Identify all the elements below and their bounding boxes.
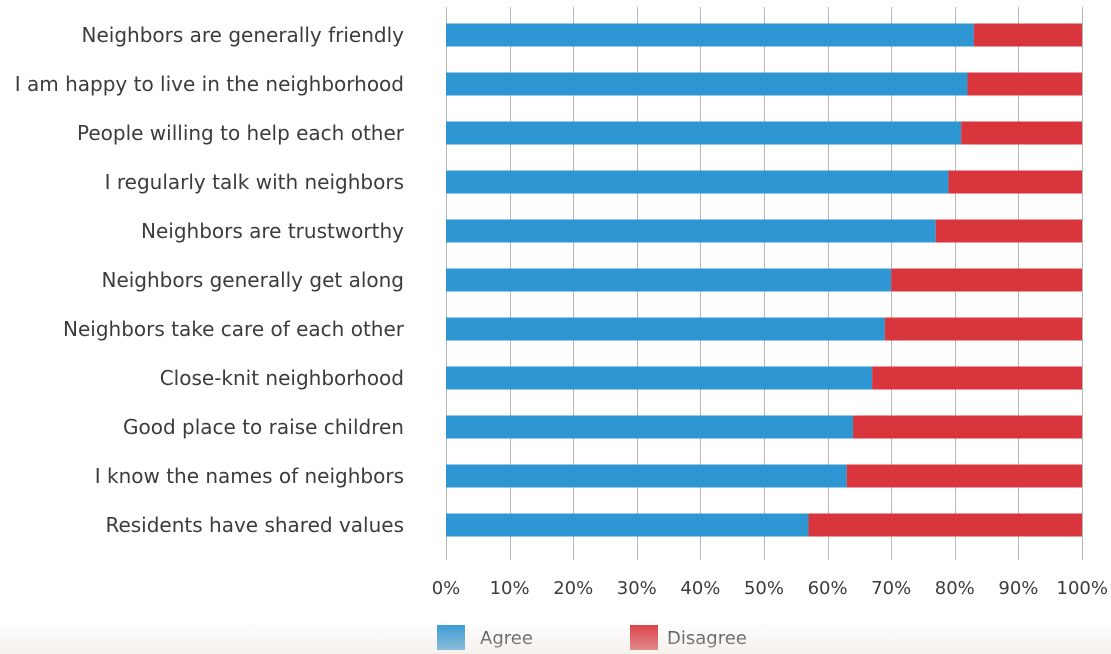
legend-label-disagree: Disagree: [667, 628, 747, 649]
bar-disagree: [973, 23, 1082, 47]
x-tick-label: 50%: [744, 578, 784, 599]
category-label: Neighbors generally get along: [101, 268, 404, 292]
bar-agree: [446, 268, 892, 292]
legend-label-agree: Agree: [480, 628, 533, 649]
bar-disagree: [884, 317, 1082, 341]
bar-agree: [446, 513, 809, 537]
bar-agree: [446, 170, 949, 194]
bar-agree: [446, 121, 962, 145]
bar-disagree: [961, 121, 1082, 145]
x-tick-label: 80%: [935, 578, 975, 599]
bar-agree: [446, 317, 885, 341]
x-axis-tick-labels: 0% 10% 20% 30% 40% 50% 60% 70% 80% 90% 100%: [432, 578, 1108, 599]
category-label: I am happy to live in the neighborhood: [15, 72, 404, 96]
x-tick-label: 70%: [871, 578, 911, 599]
category-label: I regularly talk with neighbors: [105, 170, 404, 194]
category-label: Close-knit neighborhood: [160, 366, 404, 390]
x-tick-label: 20%: [553, 578, 593, 599]
category-label: Residents have shared values: [105, 513, 404, 537]
legend-item-agree: Agree: [437, 625, 533, 650]
category-labels: Neighbors are generally friendly I am hap…: [15, 23, 405, 537]
x-tick-label: 10%: [490, 578, 530, 599]
bar-agree: [446, 219, 936, 243]
x-tick-label: 0%: [432, 578, 461, 599]
bar-agree: [446, 464, 847, 488]
bar-agree: [446, 415, 854, 439]
legend-swatch-disagree: [630, 625, 658, 650]
category-label: Good place to raise children: [123, 415, 404, 439]
category-label: Neighbors are generally friendly: [82, 23, 405, 47]
bar-disagree: [935, 219, 1082, 243]
bar-disagree: [967, 72, 1082, 96]
category-label: I know the names of neighbors: [95, 464, 404, 488]
bars: [446, 23, 1082, 537]
category-label: People willing to help each other: [77, 121, 405, 145]
x-tick-label: 30%: [617, 578, 657, 599]
legend-swatch-agree: [437, 625, 465, 650]
bar-agree: [446, 366, 873, 390]
bar-agree: [446, 23, 974, 47]
x-tick-label: 40%: [680, 578, 720, 599]
bar-disagree: [948, 170, 1082, 194]
bar-disagree: [808, 513, 1082, 537]
category-label: Neighbors are trustworthy: [141, 219, 404, 243]
x-tick-label: 90%: [998, 578, 1038, 599]
legend-item-disagree: Disagree: [630, 625, 747, 650]
bar-disagree: [872, 366, 1082, 390]
category-label: Neighbors take care of each other: [63, 317, 405, 341]
bar-agree: [446, 72, 968, 96]
bar-disagree: [853, 415, 1082, 439]
x-tick-label: 100%: [1057, 578, 1108, 599]
x-tick-label: 60%: [808, 578, 848, 599]
bar-disagree: [891, 268, 1082, 292]
bar-disagree: [846, 464, 1082, 488]
legend: Agree Disagree: [437, 625, 747, 650]
